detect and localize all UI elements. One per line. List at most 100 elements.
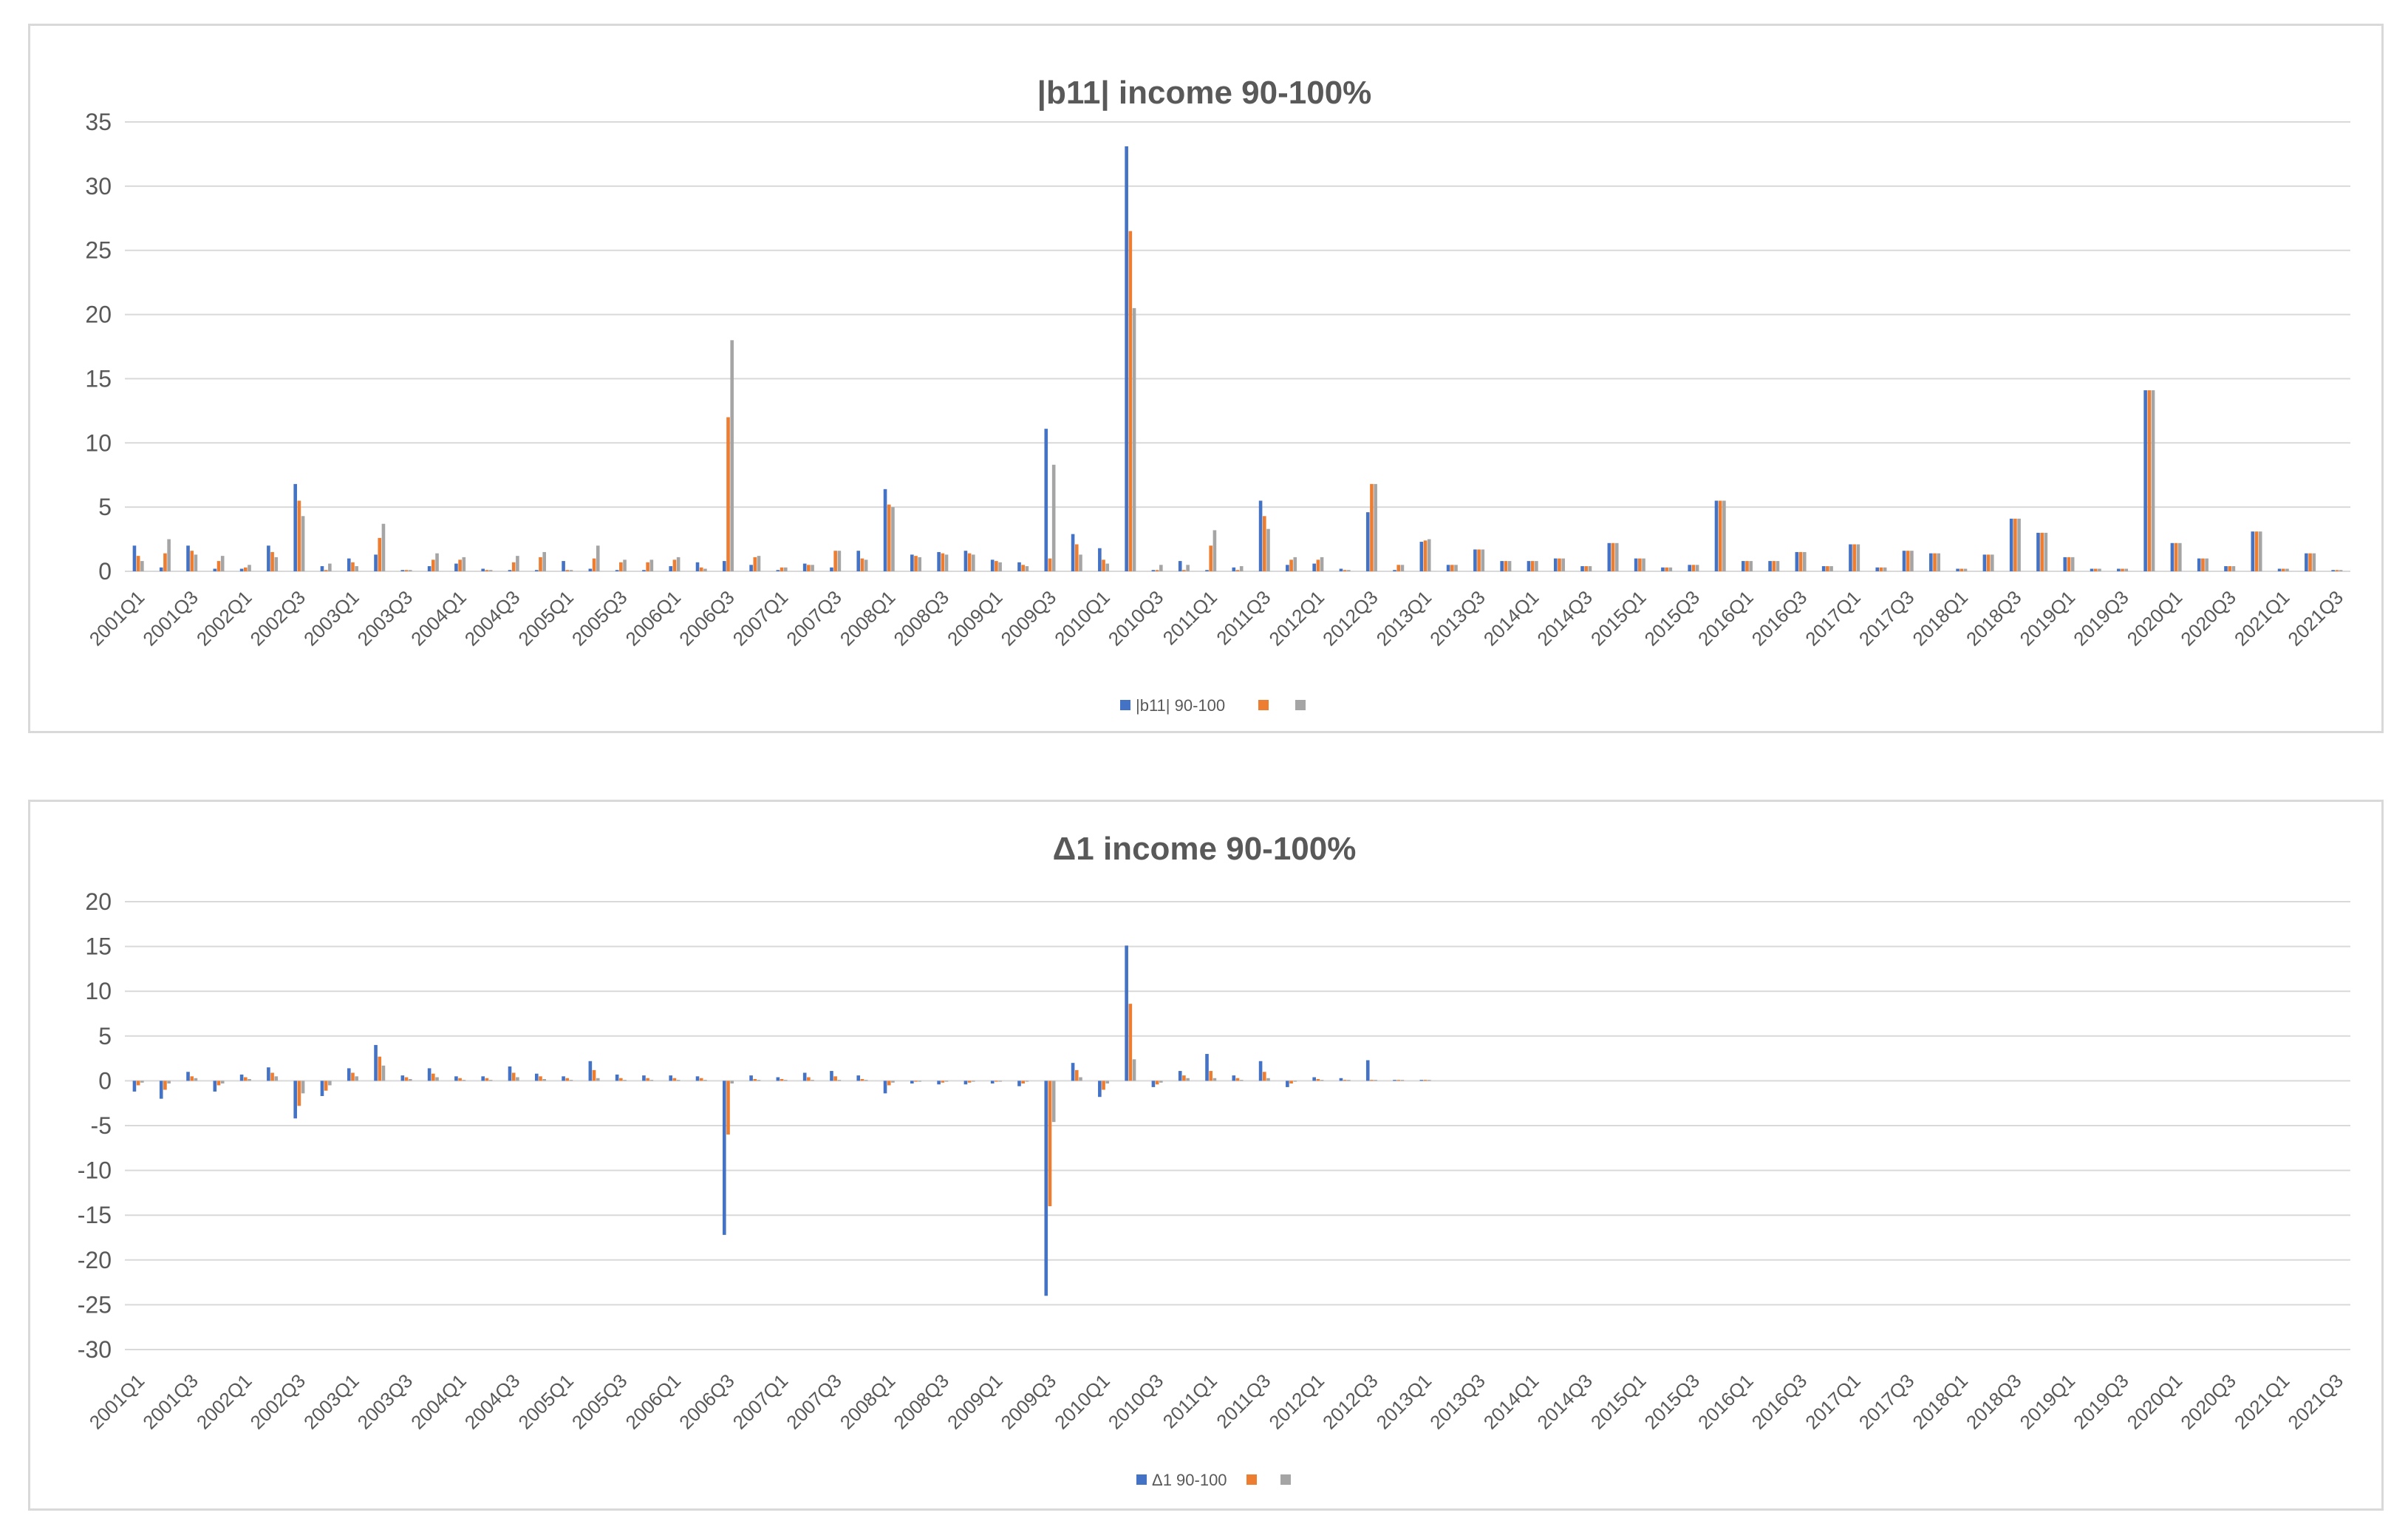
bar-series3 <box>2231 566 2236 571</box>
x-tick-label: 2012Q3 <box>1318 586 1382 650</box>
bar-series3 <box>1266 528 1270 571</box>
x-tick-label: 2010Q1 <box>1050 1369 1114 1434</box>
bar-series2 <box>1074 544 1079 571</box>
y-tick-label: 20 <box>85 888 112 915</box>
bar-series3 <box>783 567 788 571</box>
y-tick-label: 20 <box>85 302 112 328</box>
bar-series1 <box>723 561 726 571</box>
bar-series2 <box>1021 565 1025 571</box>
bar-series3 <box>1561 558 1565 571</box>
bar-series1 <box>186 545 190 571</box>
bar-series1 <box>562 1076 565 1081</box>
x-tick-label: 2003Q1 <box>299 586 364 650</box>
chart-delta1-income: Δ1 income 90-100% -30 -25 -20 -15 -10 -5 0 5 10 1… <box>28 800 2384 1511</box>
bar-series3 <box>1668 567 1673 571</box>
bar-series3 <box>730 340 734 571</box>
bar-series2 <box>1396 1080 1401 1081</box>
bar-series2 <box>1638 558 1642 571</box>
x-tick-label: 2014Q1 <box>1479 1369 1544 1434</box>
bar-series3 <box>1079 554 1082 571</box>
bar-series2 <box>1289 1081 1293 1084</box>
x-tick-label: 2011Q3 <box>1212 586 1275 649</box>
bar-series1 <box>1714 500 1719 571</box>
y-tick-label: 10 <box>85 978 112 1004</box>
y-tick-label: 5 <box>98 494 112 520</box>
bar-series1 <box>1258 1061 1263 1081</box>
x-tick-label: 2012Q1 <box>1264 1369 1329 1434</box>
bar-series3 <box>623 559 627 571</box>
x-tick-label: 2018Q1 <box>1908 586 1972 650</box>
bar-series2 <box>1798 551 1803 571</box>
chart-title: |b11| income 90-100% <box>1037 75 1372 112</box>
bar-series3 <box>140 561 144 571</box>
bar-series3 <box>1695 565 1699 571</box>
y-tick-label: -20 <box>78 1247 112 1273</box>
bar-series3 <box>1990 554 1994 571</box>
bar-series1 <box>1258 500 1263 571</box>
bar-series2 <box>1182 570 1186 571</box>
bar-series3 <box>435 553 439 571</box>
bar-series1 <box>1473 549 1477 571</box>
bar-series1 <box>1044 429 1048 571</box>
bar-series1 <box>1232 567 1236 571</box>
bar-series1 <box>1500 561 1504 571</box>
bar-series3 <box>381 523 386 571</box>
bar-series3 <box>623 1080 627 1081</box>
bar-series1 <box>1741 561 1745 571</box>
bar-series2 <box>1235 570 1240 571</box>
bar-series3 <box>569 570 573 571</box>
bar-series3 <box>1427 1080 1431 1081</box>
bar-series3 <box>649 559 654 571</box>
bar-series3 <box>2070 557 2075 571</box>
bar-series2 <box>2254 531 2259 571</box>
bar-series1 <box>1339 1078 1343 1081</box>
bar-series3 <box>1454 565 1458 571</box>
bar-series1 <box>1098 548 1102 571</box>
y-tick-label: -10 <box>78 1157 112 1184</box>
x-tick-label: 2001Q3 <box>138 1369 202 1434</box>
x-tick-label: 2019Q3 <box>2069 1369 2133 1434</box>
bar-series1 <box>132 545 137 571</box>
bar-series3 <box>811 565 814 571</box>
bar-series2 <box>619 562 623 571</box>
bar-series3 <box>2017 518 2021 571</box>
y-tick-label: -5 <box>91 1112 112 1139</box>
x-tick-label: 2011Q3 <box>1212 1369 1275 1432</box>
bar-series3 <box>2285 568 2289 571</box>
bar-series3 <box>1239 566 1244 571</box>
y-tick-label: 0 <box>98 558 112 585</box>
bar-series2 <box>270 551 274 571</box>
bar-series2 <box>1155 1081 1159 1085</box>
bar-series2 <box>967 553 972 571</box>
bar-series3 <box>569 1080 573 1081</box>
bar-series3 <box>488 570 493 571</box>
bar-series2 <box>1155 570 1159 571</box>
bar-series3 <box>864 559 868 571</box>
bar-series1 <box>1634 558 1638 571</box>
bar-series1 <box>1875 567 1880 571</box>
bar-series3 <box>248 1078 251 1081</box>
x-tick-label: 2007Q3 <box>782 586 846 650</box>
bar-series3 <box>1481 549 1485 571</box>
bar-series2 <box>619 1078 623 1081</box>
bar-series2 <box>1370 483 1374 571</box>
legend-swatch-series3 <box>1295 700 1306 710</box>
x-tick-label: 2004Q1 <box>406 1369 471 1434</box>
bar-series3 <box>1239 1080 1244 1081</box>
x-tick-label: 2004Q3 <box>460 586 525 650</box>
bar-series2 <box>1691 565 1696 571</box>
bar-series1 <box>1393 570 1396 571</box>
x-tick-label: 2018Q3 <box>1962 586 2026 650</box>
bar-series2 <box>672 1078 677 1081</box>
bar-series1 <box>1098 1081 1102 1098</box>
bar-series1 <box>1956 568 1960 571</box>
bar-series2 <box>753 557 757 571</box>
bar-series1 <box>883 489 887 571</box>
x-tick-label: 2018Q3 <box>1962 1369 2026 1434</box>
x-tick-label: 2020Q3 <box>2176 1369 2240 1434</box>
x-tick-label: 2019Q1 <box>2016 586 2080 650</box>
x-tick-label: 2021Q1 <box>2230 1369 2294 1434</box>
bar-series3 <box>2151 390 2155 571</box>
bar-series1 <box>562 561 565 571</box>
bar-series2 <box>753 1078 757 1081</box>
